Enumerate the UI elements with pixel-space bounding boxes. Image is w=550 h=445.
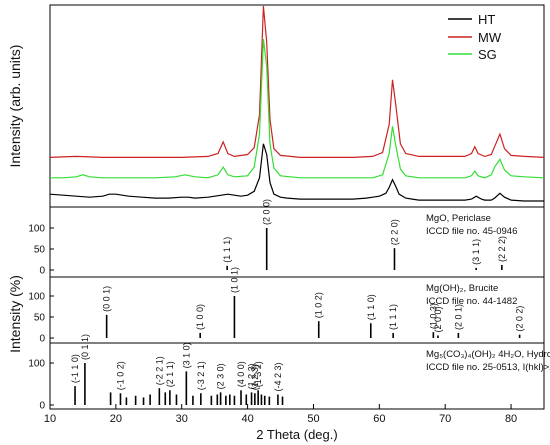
series-line-ht bbox=[49, 143, 544, 202]
hkl-label: (2 0 0) bbox=[433, 306, 443, 332]
x-tick-label: 50 bbox=[307, 413, 319, 425]
x-tick-label: 20 bbox=[110, 413, 122, 425]
legend: HT MW SG bbox=[448, 12, 502, 62]
hkl-label: (2 1 1) bbox=[165, 361, 175, 387]
phase-name: MgO, Periclase bbox=[426, 213, 491, 224]
x-axis-label: 2 Theta (deg.) bbox=[256, 427, 337, 442]
hkl-label: (1 1 1) bbox=[388, 304, 398, 330]
hkl-label: (-4 2 3) bbox=[273, 362, 283, 391]
hkl-label: (-2 2 1) bbox=[154, 356, 164, 385]
reference-panels: 0 50 100 MgO, Periclase ICCD file no. 45-094… bbox=[28, 199, 550, 412]
hkl-label: (1 2 3) bbox=[247, 363, 257, 389]
x-tick-label: 70 bbox=[439, 413, 451, 425]
y-tick-label: 100 bbox=[28, 292, 45, 303]
reference-panel-2: 0 50 100 Mg(OH)₂, Brucite ICCD file no. 44-1… bbox=[28, 267, 545, 345]
hkl-label: (-1 0 2) bbox=[116, 361, 126, 390]
hkl-label: (2 0 0) bbox=[262, 199, 272, 225]
phase-card: ICCD file no. 25-0513, I(hkl)>20 bbox=[426, 362, 550, 373]
hkl-label: (3 1 1) bbox=[471, 239, 481, 265]
y-tick-label: 50 bbox=[34, 245, 46, 256]
x-tick-label: 60 bbox=[373, 413, 385, 425]
y-tick-label: 100 bbox=[28, 224, 45, 235]
series-line-sg bbox=[50, 38, 545, 179]
hkl-label: (1 2 3) bbox=[250, 364, 260, 390]
hkl-label: (1 3 2) bbox=[253, 361, 263, 387]
y-tick-label: 0 bbox=[39, 334, 45, 345]
reference-panel-3: 0 100 Mg₅(CO₃)₄(OH)₂ 4H₂O, Hydromagnesite I… bbox=[28, 334, 550, 412]
series-line-mw bbox=[49, 6, 545, 158]
x-tick-label: 30 bbox=[176, 413, 188, 425]
hkl-label: (1 0 0) bbox=[195, 304, 205, 330]
hkl-label: (0 1 1) bbox=[80, 334, 90, 360]
top-y-axis-label: Intensity (arb. units) bbox=[7, 45, 23, 168]
hkl-label: (3 1 0) bbox=[181, 342, 191, 368]
x-tick-label: 40 bbox=[241, 413, 253, 425]
hkl-label: (2 0 1) bbox=[453, 304, 463, 330]
phase-name: Mg₅(CO₃)₄(OH)₂ 4H₂O, Hydromagnesite bbox=[426, 349, 550, 360]
reference-panel-1: 0 50 100 MgO, Periclase ICCD file no. 45-094… bbox=[28, 199, 545, 278]
legend-label-mw: MW bbox=[478, 30, 502, 45]
hkl-label: (1 1 1) bbox=[222, 237, 232, 263]
phase-card: ICCD file no. 44-1482 bbox=[426, 296, 517, 307]
hkl-label: (2 3 0) bbox=[216, 363, 226, 389]
hkl-label: (0 0 1) bbox=[102, 286, 112, 312]
legend-label-sg: SG bbox=[478, 47, 497, 62]
hkl-label: (1 1 0) bbox=[366, 294, 376, 320]
legend-label-ht: HT bbox=[478, 12, 495, 27]
hkl-label: (1 0 1) bbox=[229, 267, 239, 293]
hkl-label: (2 0 2) bbox=[515, 306, 525, 332]
y-tick-label: 100 bbox=[28, 359, 45, 370]
x-axis: 10 20 30 40 50 60 70 80 bbox=[44, 404, 517, 425]
hkl-label: (1 0 2) bbox=[314, 292, 324, 318]
hkl-label: (4 0 0) bbox=[236, 361, 246, 387]
hkl-label: (2 2 0) bbox=[390, 219, 400, 245]
y-tick-label: 0 bbox=[39, 401, 45, 412]
bottom-y-axis-label: Intensity (%) bbox=[7, 275, 23, 353]
hkl-label: (-3 2 1) bbox=[196, 361, 206, 390]
phase-card: ICCD file no. 45-0946 bbox=[426, 226, 517, 237]
y-tick-label: 50 bbox=[34, 313, 46, 324]
y-tick-label: 0 bbox=[39, 266, 45, 277]
x-tick-label: 10 bbox=[44, 413, 56, 425]
panel-frame bbox=[49, 342, 545, 410]
hkl-label: (2 2 2) bbox=[497, 236, 507, 262]
x-tick-label: 80 bbox=[505, 413, 517, 425]
phase-name: Mg(OH)₂, Brucite bbox=[426, 283, 498, 294]
hkl-label: (-1 1 0) bbox=[70, 354, 80, 383]
top-panel: HT MW SG Intensity (arb. units) bbox=[7, 4, 545, 208]
hkl-label: (1 0 3) bbox=[428, 303, 438, 329]
